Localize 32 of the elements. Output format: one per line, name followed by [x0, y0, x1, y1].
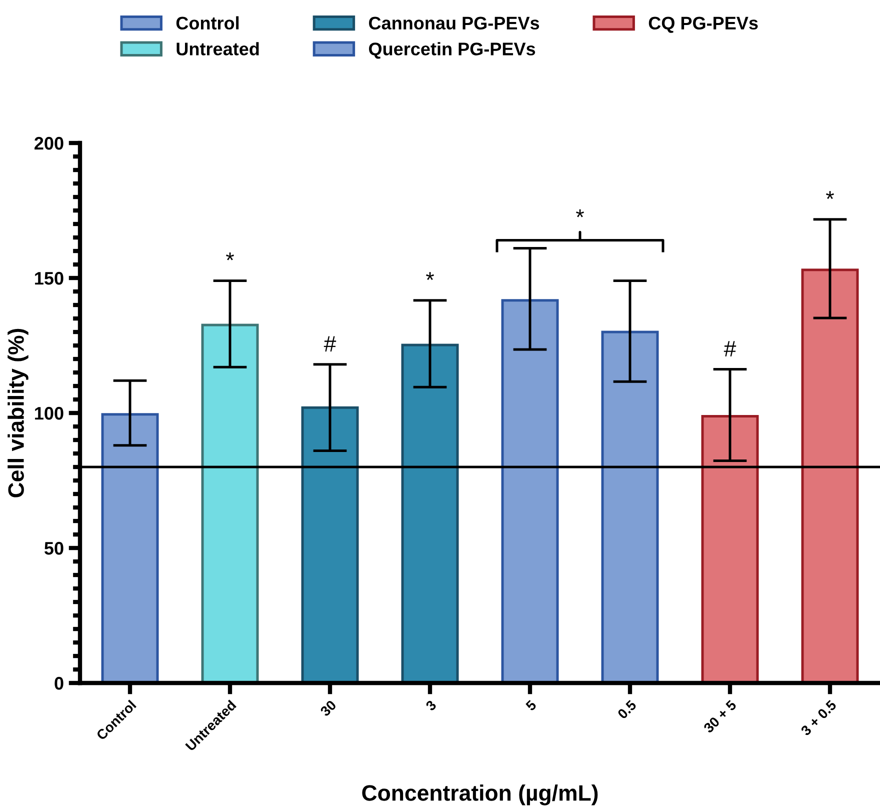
annotation: #: [324, 336, 336, 352]
x-tick-label: 0.5: [616, 700, 637, 720]
y-axis-title: Cell viability (%): [8, 328, 28, 498]
legend-label: Quercetin PG-PEVs: [369, 42, 536, 59]
bar: [601, 330, 659, 683]
bar: [701, 414, 759, 683]
x-axis-title: Concentration (µg/mL): [362, 784, 598, 806]
x-tick-label: 3 + 0.5: [800, 700, 837, 736]
bar: [501, 299, 559, 683]
bar: [301, 406, 359, 683]
annotation: #: [724, 341, 736, 356]
legend-label: Cannonau PG-PEVs: [369, 16, 540, 30]
bar: [401, 344, 459, 683]
annotation: *: [826, 191, 834, 199]
legend-label: CQ PG-PEVs: [648, 16, 758, 33]
y-tick-label: 50: [44, 542, 64, 555]
annotation: *: [426, 272, 434, 280]
y-tick-label: 200: [34, 136, 64, 150]
x-tick-label: 5: [525, 700, 537, 712]
annotation: *: [226, 252, 234, 260]
legend-label: Control: [176, 16, 239, 30]
y-tick-label: 0: [54, 676, 64, 690]
x-tick-label: 30: [320, 700, 337, 717]
y-tick-label: 100: [35, 406, 64, 420]
x-tick-label: 30 + 5: [702, 700, 737, 734]
y-tick-label: 150: [35, 272, 64, 285]
legend-label: Untreated: [176, 42, 259, 56]
x-tick-label: 3: [425, 700, 437, 712]
annotation: *: [576, 209, 584, 218]
bar: [201, 324, 259, 683]
bar: [101, 413, 159, 683]
bar: [801, 268, 859, 683]
